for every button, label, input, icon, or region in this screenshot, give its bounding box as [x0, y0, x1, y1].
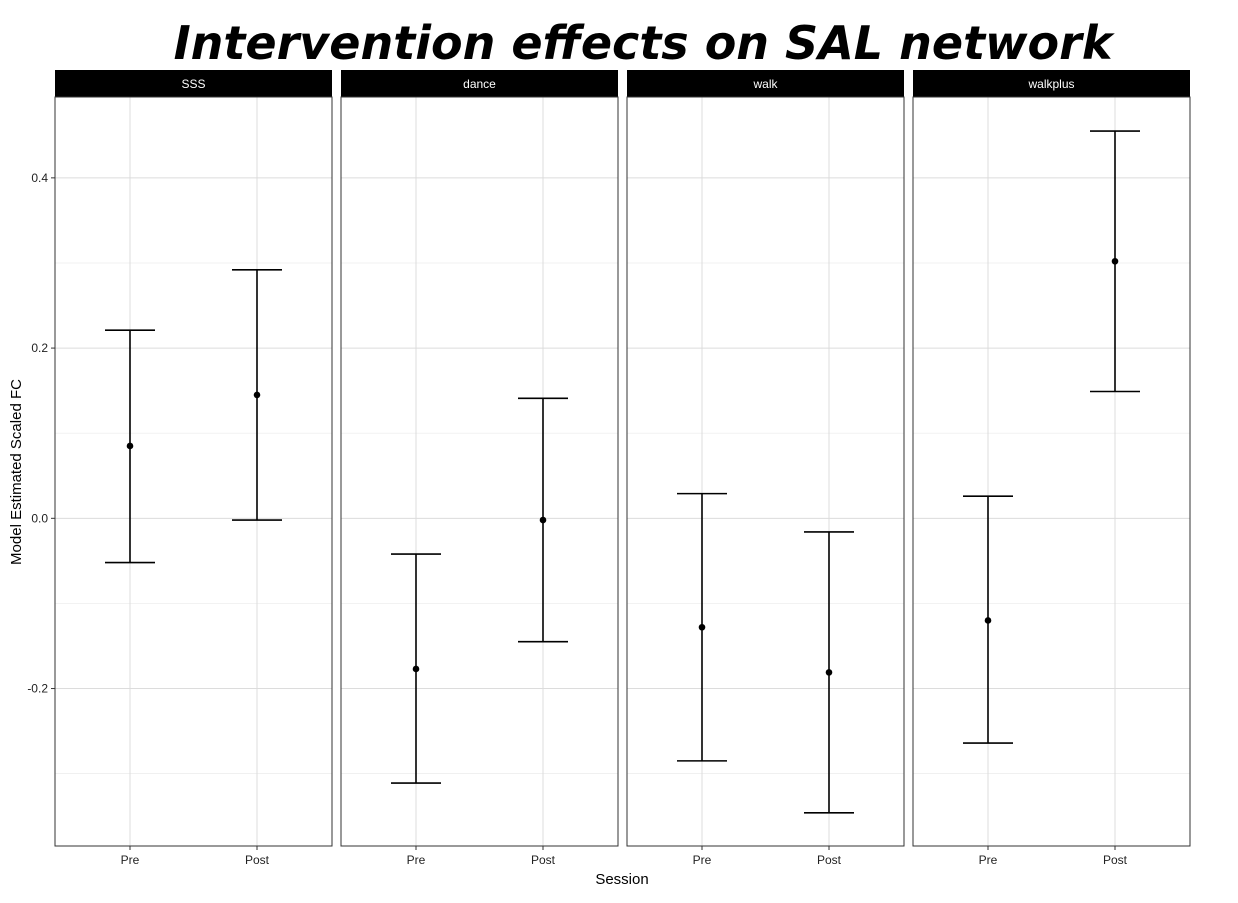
x-tick-label: Post — [245, 853, 270, 867]
x-tick-label: Post — [531, 853, 556, 867]
facet-strip — [341, 70, 618, 97]
estimate-point — [1111, 257, 1119, 265]
estimate-point — [126, 442, 134, 450]
y-axis-title: Model Estimated Scaled FC — [8, 379, 25, 565]
panel-background — [341, 97, 618, 846]
facet-strip-label: dance — [463, 77, 496, 91]
estimate-point — [253, 391, 261, 399]
estimate-point — [825, 669, 833, 676]
x-tick-label: Pre — [407, 853, 426, 867]
facet-strip-label: SSS — [181, 77, 205, 91]
chart-title: Intervention effects on SAL network — [174, 16, 1115, 70]
x-tick-label: Post — [1103, 853, 1128, 867]
y-tick-label: 0.0 — [31, 511, 48, 525]
panel-background — [55, 97, 332, 846]
x-axis-title: Session — [595, 871, 648, 888]
y-axis: -0.2 0.0 0.2 0.4 — [27, 171, 55, 696]
estimate-point — [984, 617, 992, 624]
facet-strip-label: walk — [752, 77, 778, 91]
facet-panel-sss: SSS Pre Post — [54, 70, 333, 867]
estimate-point — [698, 623, 706, 631]
panel-background — [627, 97, 904, 846]
facet-panel-walk: walk Pre Post — [626, 70, 905, 867]
facet-strip-label: walkplus — [1027, 77, 1074, 91]
y-tick-label: -0.2 — [27, 682, 48, 696]
facet-strip — [55, 70, 332, 97]
facet-strip — [913, 70, 1190, 97]
facet-panel-dance: dance Pre Post — [340, 70, 619, 867]
panel-border — [912, 96, 1191, 847]
estimate-point — [539, 516, 547, 524]
panel-border — [626, 96, 905, 847]
x-tick-label: Pre — [979, 853, 998, 867]
x-tick-label: Pre — [693, 853, 712, 867]
y-tick-label: 0.4 — [31, 171, 48, 185]
panel-border — [54, 96, 333, 847]
x-tick-label: Pre — [121, 853, 140, 867]
panel-border — [340, 96, 619, 847]
estimate-point — [412, 665, 420, 673]
facet-panel-walkplus: walkplus Pre Post — [912, 70, 1191, 867]
panel-background — [913, 97, 1190, 846]
facet-strip — [627, 70, 904, 97]
x-tick-label: Post — [817, 853, 842, 867]
y-tick-label: 0.2 — [31, 341, 48, 355]
